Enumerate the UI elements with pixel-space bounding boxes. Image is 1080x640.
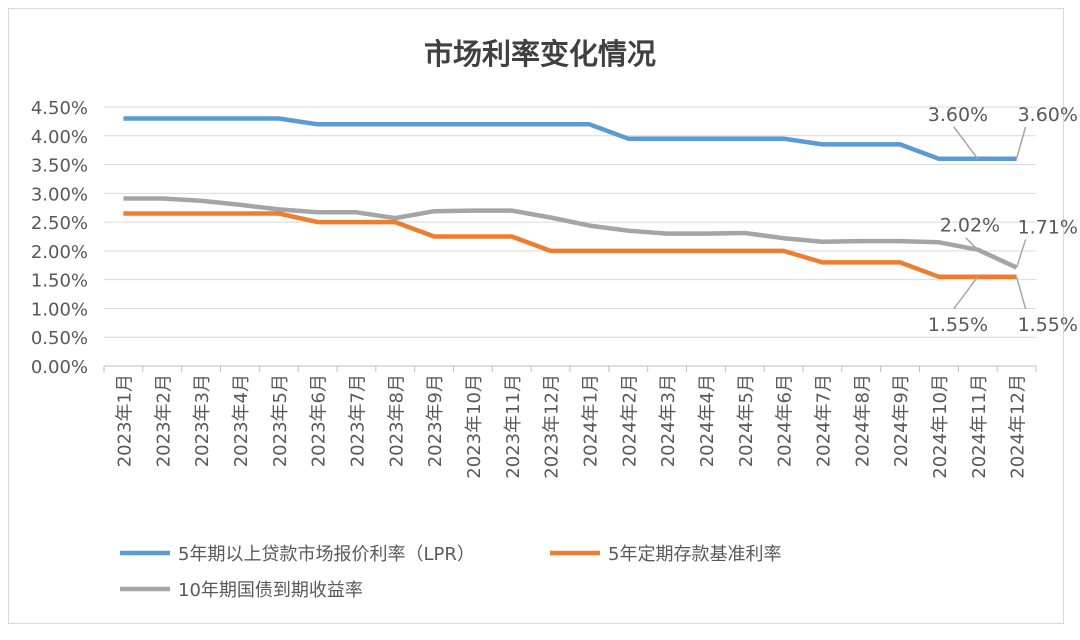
y-tick-label: 3.00% <box>31 184 88 205</box>
y-tick-label: 1.50% <box>31 271 88 292</box>
x-tick-label: 2024年4月 <box>697 374 718 467</box>
x-tick-label: 2024年10月 <box>930 374 951 479</box>
data-label: 1.71% <box>1018 217 1078 239</box>
chart-title: 市场利率变化情况 <box>424 37 656 71</box>
x-tick-label: 2024年2月 <box>619 374 640 467</box>
y-tick-label: 4.00% <box>31 127 88 148</box>
series-line <box>123 211 1017 280</box>
y-tick-label: 1.00% <box>31 299 88 320</box>
x-tick-label: 2023年2月 <box>153 374 174 467</box>
legend-label: 5年定期存款基准利率 <box>608 544 781 565</box>
legend-label: 5年期以上贷款市场报价利率（LPR） <box>178 544 475 565</box>
x-tick-label: 2024年9月 <box>891 374 912 467</box>
x-tick-label: 2024年5月 <box>736 374 757 467</box>
x-tick-label: 2023年6月 <box>309 374 330 467</box>
data-label: 1.55% <box>928 314 988 336</box>
leader-line <box>1015 276 1027 309</box>
y-tick-label: 2.50% <box>31 213 88 234</box>
x-tick-label: 2023年9月 <box>425 374 446 467</box>
leader-line <box>953 126 979 160</box>
x-tick-label: 2024年3月 <box>658 374 679 467</box>
data-label: 3.60% <box>928 104 988 126</box>
x-tick-label: 2024年6月 <box>775 374 796 467</box>
x-tick-label: 2023年4月 <box>231 374 252 467</box>
y-tick-label: 4.50% <box>31 98 88 119</box>
x-tick-label: 2023年3月 <box>192 374 213 467</box>
x-tick-label: 2023年1月 <box>114 374 135 467</box>
x-tick-label: 2023年8月 <box>386 374 407 467</box>
x-tick-label: 2024年12月 <box>1008 374 1029 479</box>
y-tick-label: 3.50% <box>31 156 88 177</box>
leader-line <box>1015 126 1027 160</box>
x-tick-label: 2023年10月 <box>464 374 485 479</box>
x-tick-label: 2024年7月 <box>813 374 834 467</box>
x-tick-label: 2023年11月 <box>503 374 524 479</box>
y-tick-label: 0.50% <box>31 328 88 349</box>
x-tick-label: 2023年7月 <box>347 374 368 467</box>
x-tick-label: 2024年11月 <box>969 374 990 479</box>
legend-label: 10年期国债到期收益率 <box>178 580 363 601</box>
x-tick-label: 2024年8月 <box>852 374 873 467</box>
data-label: 3.60% <box>1018 104 1078 126</box>
y-tick-label: 2.00% <box>31 242 88 263</box>
leader-line <box>1015 239 1027 268</box>
chart-frame <box>8 8 1064 624</box>
leader-line <box>965 237 979 251</box>
series-line <box>123 196 1018 270</box>
data-label: 2.02% <box>940 215 1000 237</box>
data-label: 1.55% <box>1018 314 1078 336</box>
x-tick-label: 2023年5月 <box>270 374 291 467</box>
x-tick-label: 2024年1月 <box>580 374 601 467</box>
series-line <box>123 116 1017 162</box>
leader-line <box>953 276 979 310</box>
x-tick-label: 2023年12月 <box>542 374 563 479</box>
y-tick-label: 0.00% <box>31 357 88 378</box>
